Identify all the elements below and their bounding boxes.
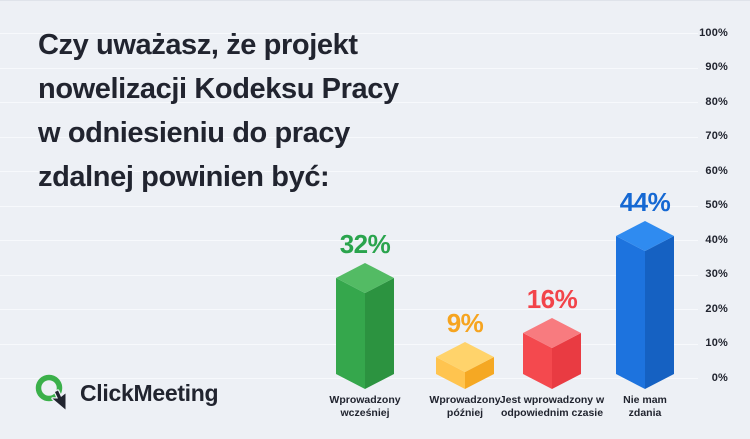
bar-face-right: [365, 278, 394, 389]
grid-line: [0, 136, 698, 138]
bar-face-left: [436, 357, 465, 389]
bar-3d-green: [336, 263, 394, 389]
bar-category-label: Wprowadzony później: [429, 394, 501, 419]
y-tick-label: 10%: [705, 337, 728, 349]
clickmeeting-logo: ClickMeeting: [34, 371, 219, 413]
bar-value-label: 9%: [446, 308, 484, 338]
bar-face-right: [645, 236, 674, 389]
bar-face-right: [465, 357, 494, 389]
bar-3d-blue: [616, 221, 674, 389]
bar-3d-red: [523, 318, 581, 389]
grid-line: [0, 33, 698, 34]
y-tick-label: 60%: [705, 164, 728, 177]
y-tick-label: 40%: [705, 233, 728, 246]
y-tick-label: 70%: [705, 130, 728, 142]
grid-line: [0, 102, 698, 103]
y-tick-label: 100%: [699, 26, 728, 39]
bar-face-left: [523, 333, 552, 389]
y-tick-label: 80%: [705, 95, 728, 108]
bar-face-left: [616, 236, 645, 389]
bar-3d-yellow: [436, 342, 494, 389]
y-tick-label: 50%: [705, 199, 728, 211]
y-tick-label: 90%: [705, 61, 728, 73]
bar-value-label: 32%: [339, 229, 391, 259]
bar-category-label: Wprowadzony wcześniej: [329, 394, 401, 419]
page-title: Czy uważasz, że projekt nowelizacji Kode…: [38, 29, 399, 193]
bar-face-top: [336, 263, 394, 293]
bar-value-label: 44%: [619, 187, 671, 217]
clickmeeting-logo-icon: [35, 374, 67, 411]
grid-line: [0, 67, 698, 69]
grid-line: [0, 205, 698, 207]
bar-category-label: Nie mam zdania: [623, 394, 667, 419]
clickmeeting-logo-text: ClickMeeting: [80, 379, 219, 406]
y-tick-label: 30%: [705, 268, 728, 280]
bar-face-left: [336, 278, 365, 389]
bar-face-top: [616, 221, 674, 251]
bar-value-label: 16%: [526, 284, 578, 314]
bar-category-label: Jest wprowadzony w odpowiednim czasie: [499, 394, 605, 419]
grid-line: [0, 171, 698, 172]
grid-line: [0, 240, 698, 241]
y-tick-label: 0%: [711, 371, 728, 384]
bar-face-top: [523, 318, 581, 348]
bar-face-top: [436, 342, 494, 372]
bar-face-right: [552, 333, 581, 389]
y-tick-label: 20%: [705, 302, 728, 315]
